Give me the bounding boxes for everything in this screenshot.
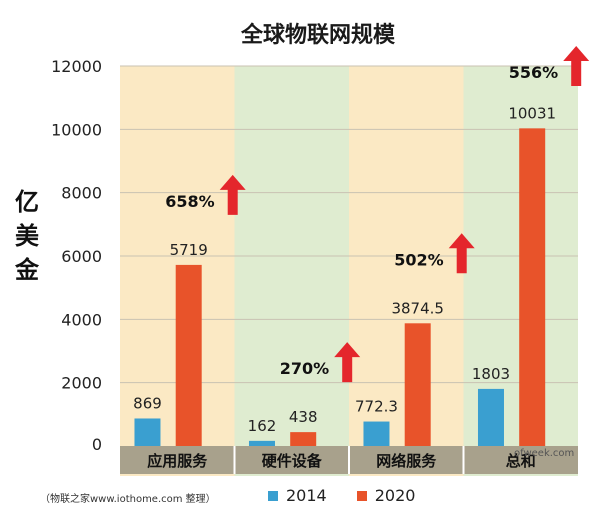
bars bbox=[134, 128, 546, 446]
watermark: ofweek.com bbox=[514, 448, 575, 459]
y-axis-label: 亿美金 bbox=[10, 185, 44, 287]
y-tick-label: 12000 bbox=[51, 57, 102, 76]
growth-label: 270% bbox=[280, 359, 329, 378]
bar-2014-2 bbox=[363, 421, 390, 446]
y-tick-label: 6000 bbox=[61, 247, 102, 266]
y-tick-label: 10000 bbox=[51, 120, 102, 139]
y-tick-label: 0 bbox=[92, 435, 102, 454]
legend: 2014 2020 bbox=[268, 486, 415, 505]
legend-item-2014: 2014 bbox=[268, 486, 327, 505]
category-label: 总和 bbox=[506, 452, 536, 470]
value-label: 869 bbox=[133, 394, 162, 412]
growth-label: 502% bbox=[394, 250, 443, 269]
legend-swatch-2020 bbox=[356, 490, 367, 501]
growth-arrows: 658% 270% 502% 556% bbox=[165, 46, 590, 383]
value-label: 10031 bbox=[508, 104, 556, 122]
y-axis-ticks: 0 2000 4000 6000 8000 10000 12000 bbox=[51, 57, 102, 454]
y-tick-label: 4000 bbox=[61, 310, 102, 329]
value-labels: 869 162 772.3 1803 5719 438 3874.5 10031 bbox=[133, 104, 556, 435]
value-label: 772.3 bbox=[355, 398, 398, 416]
growth-arrow bbox=[448, 233, 475, 274]
bar-2020-3 bbox=[519, 128, 546, 446]
y-tick-label: 2000 bbox=[61, 374, 102, 393]
band-1 bbox=[234, 66, 349, 476]
category-label: 应用服务 bbox=[147, 452, 208, 470]
value-label: 162 bbox=[248, 417, 277, 435]
category-label: 硬件设备 bbox=[262, 452, 323, 470]
value-label: 1803 bbox=[472, 365, 510, 383]
value-label: 438 bbox=[289, 408, 318, 426]
value-label: 3874.5 bbox=[391, 299, 444, 317]
y-axis-label-char: 美 bbox=[15, 222, 39, 250]
legend-item-2020: 2020 bbox=[356, 486, 416, 505]
legend-swatch-2014 bbox=[268, 490, 278, 501]
growth-label: 556% bbox=[509, 63, 558, 82]
y-tick-label: 8000 bbox=[61, 184, 102, 203]
growth-arrow bbox=[334, 342, 361, 383]
y-axis-label-char: 金 bbox=[15, 256, 39, 284]
growth-arrow bbox=[563, 46, 590, 86]
y-axis-label-char: 亿 bbox=[15, 188, 39, 216]
category-label: 网络服务 bbox=[376, 452, 437, 470]
growth-label: 658% bbox=[165, 192, 214, 211]
chart-title: 全球物联网规模 bbox=[240, 22, 396, 48]
bar-2020-2 bbox=[404, 323, 431, 446]
legend-label-2014: 2014 bbox=[286, 486, 327, 505]
category-strip: 应用服务 硬件设备 网络服务 总和 bbox=[120, 446, 578, 474]
source-note: （物联之家www.iothome.com 整理） bbox=[40, 494, 216, 505]
legend-label-2020: 2020 bbox=[374, 486, 416, 505]
growth-arrow bbox=[219, 174, 246, 215]
value-label: 5719 bbox=[170, 241, 208, 259]
bar-2020-0 bbox=[175, 264, 202, 446]
bar-2014-0 bbox=[134, 418, 161, 446]
bar-2014-3 bbox=[477, 388, 504, 446]
bar-2020-1 bbox=[290, 432, 317, 446]
bar-2014-1 bbox=[248, 440, 275, 446]
